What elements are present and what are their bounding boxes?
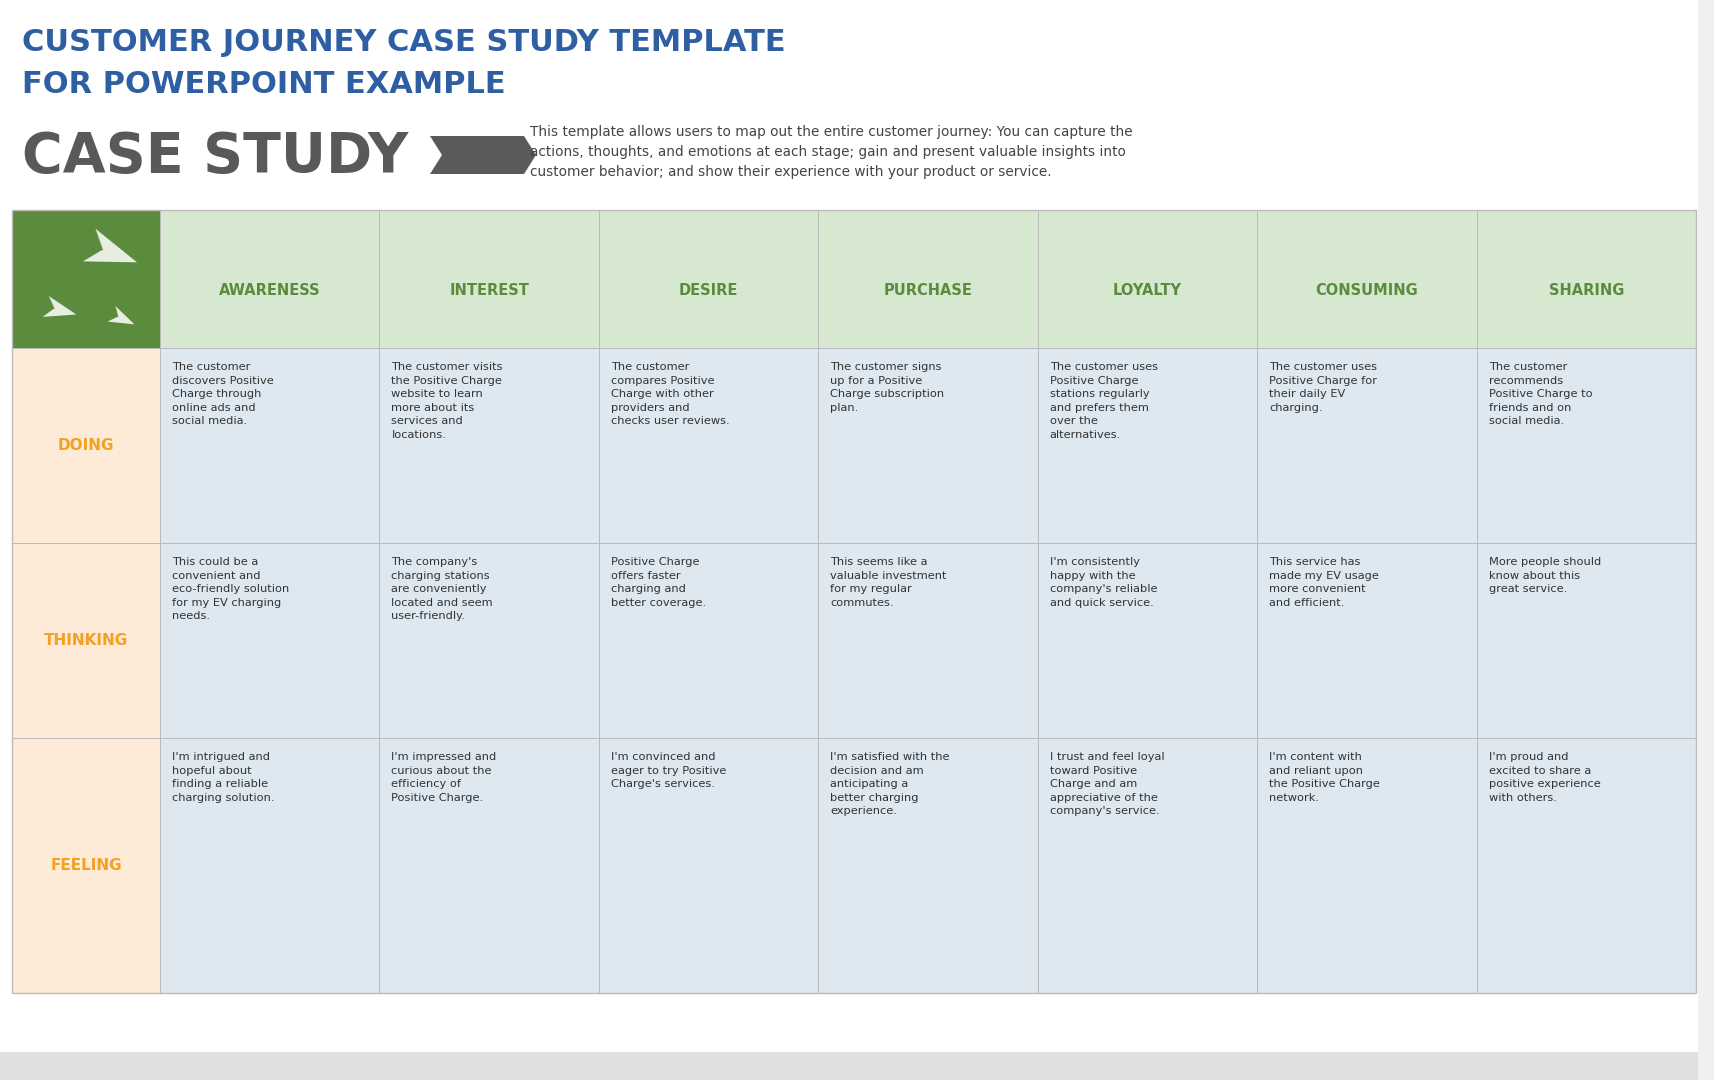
Text: The customer uses
Positive Charge
stations regularly
and prefers them
over the
a: The customer uses Positive Charge statio… bbox=[1049, 362, 1157, 440]
Bar bbox=[1037, 738, 1256, 993]
Bar bbox=[12, 210, 159, 348]
Text: SHARING: SHARING bbox=[1548, 283, 1623, 297]
Text: I'm content with
and reliant upon
the Positive Charge
network.: I'm content with and reliant upon the Po… bbox=[1268, 752, 1380, 802]
Text: This template allows users to map out the entire customer journey: You can captu: This template allows users to map out th… bbox=[530, 125, 1133, 179]
Text: CASE STUDY: CASE STUDY bbox=[22, 130, 408, 184]
Bar bbox=[1476, 543, 1695, 738]
Bar bbox=[12, 348, 159, 543]
Bar bbox=[159, 210, 379, 348]
Bar bbox=[818, 543, 1037, 738]
Text: I'm impressed and
curious about the
efficiency of
Positive Charge.: I'm impressed and curious about the effi… bbox=[391, 752, 497, 802]
Bar bbox=[1037, 210, 1256, 348]
Bar bbox=[1256, 348, 1476, 543]
Text: CONSUMING: CONSUMING bbox=[1315, 283, 1417, 297]
Text: I'm proud and
excited to share a
positive experience
with others.: I'm proud and excited to share a positiv… bbox=[1488, 752, 1601, 802]
Bar bbox=[379, 210, 598, 348]
Polygon shape bbox=[82, 228, 137, 262]
Bar bbox=[1476, 348, 1695, 543]
Bar bbox=[1476, 210, 1695, 348]
Text: The company's
charging stations
are conveniently
located and seem
user-friendly.: The company's charging stations are conv… bbox=[391, 557, 494, 621]
Polygon shape bbox=[108, 306, 134, 324]
Text: I'm convinced and
eager to try Positive
Charge's services.: I'm convinced and eager to try Positive … bbox=[610, 752, 727, 789]
Bar bbox=[598, 543, 818, 738]
Bar bbox=[379, 738, 598, 993]
Bar bbox=[818, 210, 1037, 348]
Bar bbox=[159, 348, 379, 543]
Text: INTEREST: INTEREST bbox=[449, 283, 530, 297]
Text: The customer signs
up for a Positive
Charge subscription
plan.: The customer signs up for a Positive Cha… bbox=[830, 362, 944, 413]
Text: This could be a
convenient and
eco-friendly solution
for my EV charging
needs.: This could be a convenient and eco-frien… bbox=[171, 557, 290, 621]
Bar bbox=[0, 1052, 1714, 1080]
Text: More people should
know about this
great service.: More people should know about this great… bbox=[1488, 557, 1601, 594]
Bar bbox=[159, 543, 379, 738]
Bar bbox=[1476, 738, 1695, 993]
Text: THINKING: THINKING bbox=[45, 633, 129, 648]
Bar bbox=[598, 348, 818, 543]
Bar bbox=[598, 738, 818, 993]
Text: The customer uses
Positive Charge for
their daily EV
charging.: The customer uses Positive Charge for th… bbox=[1268, 362, 1376, 413]
Text: The customer
discovers Positive
Charge through
online ads and
social media.: The customer discovers Positive Charge t… bbox=[171, 362, 274, 427]
Polygon shape bbox=[43, 296, 77, 316]
Bar bbox=[1699, 0, 1714, 1080]
Bar bbox=[818, 738, 1037, 993]
Bar bbox=[12, 543, 159, 738]
Text: FEELING: FEELING bbox=[50, 858, 122, 873]
Text: CUSTOMER JOURNEY CASE STUDY TEMPLATE: CUSTOMER JOURNEY CASE STUDY TEMPLATE bbox=[22, 28, 785, 57]
Text: The customer visits
the Positive Charge
website to learn
more about its
services: The customer visits the Positive Charge … bbox=[391, 362, 502, 440]
Text: PURCHASE: PURCHASE bbox=[883, 283, 972, 297]
Bar bbox=[379, 543, 598, 738]
Bar bbox=[1256, 543, 1476, 738]
Text: DOING: DOING bbox=[58, 438, 115, 453]
Text: I trust and feel loyal
toward Positive
Charge and am
appreciative of the
company: I trust and feel loyal toward Positive C… bbox=[1049, 752, 1164, 816]
Bar bbox=[598, 210, 818, 348]
Bar bbox=[12, 210, 1695, 993]
Bar bbox=[159, 738, 379, 993]
Text: Positive Charge
offers faster
charging and
better coverage.: Positive Charge offers faster charging a… bbox=[610, 557, 706, 608]
Text: LOYALTY: LOYALTY bbox=[1112, 283, 1183, 297]
Bar bbox=[1037, 348, 1256, 543]
Text: I'm intrigued and
hopeful about
finding a reliable
charging solution.: I'm intrigued and hopeful about finding … bbox=[171, 752, 274, 802]
Bar bbox=[12, 738, 159, 993]
Text: I'm consistently
happy with the
company's reliable
and quick service.: I'm consistently happy with the company'… bbox=[1049, 557, 1157, 608]
Text: The customer
recommends
Positive Charge to
friends and on
social media.: The customer recommends Positive Charge … bbox=[1488, 362, 1592, 427]
Text: AWARENESS: AWARENESS bbox=[219, 283, 321, 297]
Bar bbox=[1256, 210, 1476, 348]
Bar bbox=[818, 348, 1037, 543]
Polygon shape bbox=[430, 136, 490, 174]
Polygon shape bbox=[476, 136, 536, 174]
Text: This seems like a
valuable investment
for my regular
commutes.: This seems like a valuable investment fo… bbox=[830, 557, 946, 608]
Text: This service has
made my EV usage
more convenient
and efficient.: This service has made my EV usage more c… bbox=[1268, 557, 1380, 608]
Bar bbox=[1256, 738, 1476, 993]
Bar bbox=[1037, 543, 1256, 738]
Text: I'm satisfied with the
decision and am
anticipating a
better charging
experience: I'm satisfied with the decision and am a… bbox=[830, 752, 950, 816]
Bar bbox=[379, 348, 598, 543]
Text: DESIRE: DESIRE bbox=[679, 283, 739, 297]
Text: The customer
compares Positive
Charge with other
providers and
checks user revie: The customer compares Positive Charge wi… bbox=[610, 362, 730, 427]
Text: FOR POWERPOINT EXAMPLE: FOR POWERPOINT EXAMPLE bbox=[22, 70, 506, 99]
